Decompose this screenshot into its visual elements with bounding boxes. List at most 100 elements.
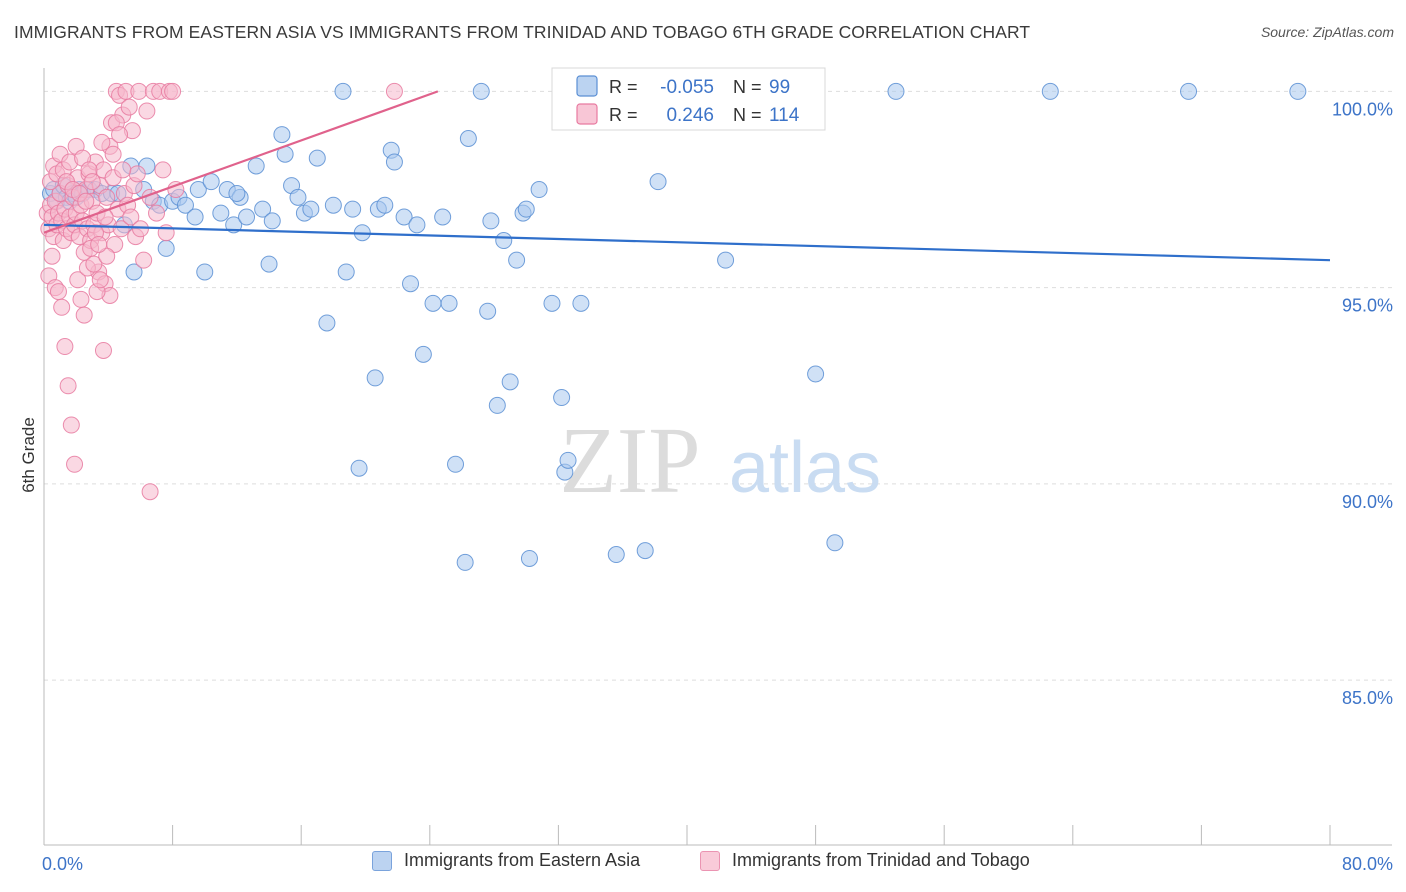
watermark: ZIP atlas — [560, 409, 882, 513]
stats-n-label: N = — [733, 77, 762, 97]
data-point — [520, 549, 538, 567]
data-point — [334, 82, 352, 100]
data-point — [414, 345, 432, 363]
data-point — [424, 294, 442, 312]
data-point — [324, 196, 342, 214]
data-point — [807, 365, 825, 383]
data-point — [649, 173, 667, 191]
series-legend: Immigrants from Eastern Asia Immigrants … — [0, 850, 1406, 880]
data-point — [308, 149, 326, 167]
data-point — [104, 145, 122, 163]
data-point — [263, 212, 281, 230]
data-point — [472, 82, 490, 100]
data-point — [260, 255, 278, 273]
data-point — [408, 216, 426, 234]
data-point — [141, 483, 159, 501]
data-point — [167, 181, 185, 199]
data-point — [495, 232, 513, 250]
data-point — [128, 165, 146, 183]
y-tick-label: 90.0% — [1342, 492, 1393, 512]
stats-legend: R = -0.055 N = 99 R = 0.246 N = 114 — [551, 67, 826, 131]
data-point — [122, 208, 140, 226]
data-point — [717, 251, 735, 269]
data-point — [434, 208, 452, 226]
data-point — [62, 416, 80, 434]
x-tick-label: 0.0% — [42, 854, 83, 874]
data-point — [225, 216, 243, 234]
data-point — [130, 82, 148, 100]
data-point — [302, 200, 320, 218]
data-point — [350, 459, 368, 477]
legend-swatch-pink — [700, 850, 720, 871]
data-point — [94, 341, 112, 359]
data-point — [385, 82, 403, 100]
watermark-atlas: atlas — [729, 428, 881, 508]
data-point — [154, 161, 172, 179]
data-point — [254, 200, 272, 218]
data-point — [385, 153, 403, 171]
chart-title: IMMIGRANTS FROM EASTERN ASIA VS IMMIGRAN… — [14, 22, 1031, 42]
data-point — [1180, 82, 1198, 100]
data-point — [138, 102, 156, 120]
data-point — [93, 133, 111, 151]
data-point — [59, 377, 77, 395]
data-point — [120, 98, 138, 116]
data-point — [91, 271, 109, 289]
data-point — [543, 294, 561, 312]
data-point — [344, 200, 362, 218]
data-point — [189, 181, 207, 199]
data-point — [77, 192, 95, 210]
data-point — [572, 294, 590, 312]
y-axis-label: 6th Grade — [19, 417, 38, 493]
data-point — [90, 235, 108, 253]
y-tick-label: 95.0% — [1342, 296, 1393, 316]
data-point — [636, 542, 654, 560]
data-point — [366, 369, 384, 387]
data-point — [98, 188, 116, 206]
data-point — [447, 455, 465, 473]
data-point — [482, 212, 500, 230]
stats-r-value: 0.246 — [666, 105, 714, 126]
data-point — [114, 161, 132, 179]
data-point — [131, 220, 149, 238]
stats-r-value: -0.055 — [660, 77, 714, 98]
grid-layer — [44, 90, 1392, 681]
data-point — [148, 204, 166, 222]
data-point — [456, 553, 474, 571]
data-point — [318, 314, 336, 332]
data-point — [186, 208, 204, 226]
data-point — [53, 298, 71, 316]
data-point — [72, 290, 90, 308]
watermark-zip: ZIP — [560, 409, 701, 513]
data-point — [553, 389, 571, 407]
data-point — [98, 247, 116, 265]
data-point — [56, 338, 74, 356]
axis-layer: 100.0% 95.0% 90.0% 85.0% 0.0% 80.0% — [42, 68, 1393, 874]
data-point — [66, 455, 84, 473]
data-point — [376, 196, 394, 214]
data-point — [273, 126, 291, 144]
data-point — [228, 184, 246, 202]
data-point — [176, 196, 194, 214]
data-point — [517, 200, 535, 218]
data-point — [196, 263, 214, 281]
data-point — [112, 220, 130, 238]
data-point — [826, 534, 844, 552]
data-point — [479, 302, 497, 320]
data-point — [607, 546, 625, 564]
y-tick-label: 100.0% — [1332, 99, 1393, 119]
data-point — [43, 247, 61, 265]
data-point — [1289, 82, 1307, 100]
stats-r-label: R = — [609, 105, 638, 125]
data-point — [508, 251, 526, 269]
legend-item-trinidad: Immigrants from Trinidad and Tobago — [700, 850, 1030, 871]
data-point — [212, 204, 230, 222]
y-tick-label: 85.0% — [1342, 688, 1393, 708]
data-point — [337, 263, 355, 281]
data-point — [887, 82, 905, 100]
data-point — [75, 306, 93, 324]
data-point — [501, 373, 519, 391]
data-point — [125, 263, 143, 281]
legend-label-eastern-asia: Immigrants from Eastern Asia — [404, 850, 641, 870]
